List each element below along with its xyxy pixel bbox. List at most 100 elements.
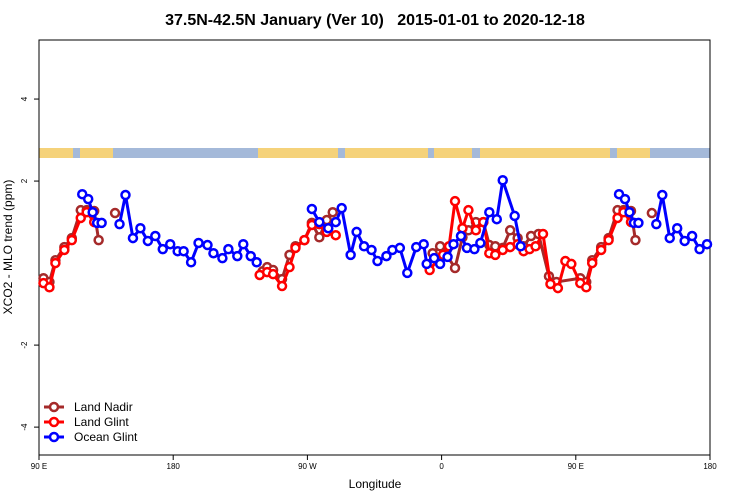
data-point: [418, 238, 429, 250]
data-point: [217, 252, 228, 264]
data-point: [504, 225, 516, 236]
data-point: [336, 202, 347, 214]
data-point: [135, 222, 146, 234]
data-point: [545, 278, 556, 290]
land-strip: [480, 148, 610, 158]
data-point: [193, 237, 204, 249]
data-point: [612, 212, 623, 224]
data-point: [530, 241, 541, 252]
data-point: [142, 235, 154, 247]
x-axis-label: Longitude: [349, 477, 402, 491]
data-point: [50, 257, 61, 269]
data-point: [82, 193, 94, 205]
legend-marker: [48, 401, 60, 413]
data-point: [463, 204, 474, 216]
legend-label: Land Nadir: [74, 400, 133, 414]
land-strip: [345, 148, 428, 158]
data-point: [238, 238, 249, 250]
data-point: [223, 243, 234, 255]
data-point: [276, 280, 288, 292]
land-strip: [39, 148, 73, 158]
data-point: [671, 222, 683, 234]
data-point: [449, 195, 461, 207]
data-point: [330, 229, 341, 241]
data-point: [44, 282, 55, 293]
data-point: [290, 242, 301, 254]
data-point: [442, 251, 453, 263]
data-point: [381, 250, 392, 262]
data-point: [701, 238, 713, 250]
data-point: [537, 228, 549, 240]
x-tick-label: 90 E: [568, 462, 584, 471]
data-point: [515, 241, 526, 252]
data-point: [646, 207, 658, 219]
legend-label: Land Glint: [74, 415, 129, 429]
data-point: [208, 247, 219, 259]
data-point: [232, 250, 243, 262]
data-point: [314, 231, 325, 243]
data-point: [694, 243, 705, 255]
data-point: [323, 222, 334, 234]
land-strip: [80, 148, 113, 158]
data-point: [491, 213, 503, 225]
data-point: [428, 252, 440, 264]
data-point: [651, 218, 662, 230]
data-point: [619, 193, 631, 205]
data-point: [630, 234, 641, 246]
data-point: [87, 206, 98, 218]
data-point: [185, 257, 197, 268]
data-point: [497, 174, 508, 186]
data-point: [150, 230, 161, 242]
data-point: [306, 203, 318, 215]
legend-label: Ocean Glint: [74, 430, 138, 444]
legend-marker: [48, 431, 60, 443]
x-tick-label: 180: [167, 462, 181, 471]
series-line: [310, 178, 523, 275]
data-point: [484, 206, 495, 218]
data-point: [66, 234, 78, 246]
data-point: [284, 261, 295, 273]
data-point: [624, 206, 635, 218]
data-point: [434, 241, 446, 252]
data-point: [402, 267, 413, 279]
chart-title: 37.5N-42.5N January (Ver 10) 2015-01-01 …: [165, 12, 585, 29]
series: [76, 174, 713, 279]
data-point: [475, 237, 486, 249]
data-point: [580, 282, 592, 293]
data-point: [93, 234, 104, 246]
data-point: [114, 218, 125, 230]
data-point: [314, 216, 325, 228]
data-point: [120, 189, 131, 201]
land-mask: [39, 148, 710, 158]
data-point: [679, 235, 690, 247]
data-point: [657, 189, 668, 201]
data-point: [469, 243, 480, 255]
data-point: [490, 249, 501, 261]
data-point: [351, 226, 362, 238]
land-strip: [258, 148, 338, 158]
data-point: [345, 249, 356, 261]
data-point: [164, 238, 176, 250]
data-point: [245, 250, 256, 262]
data-point: [434, 258, 446, 270]
data-point: [75, 212, 87, 224]
legend-marker: [48, 416, 60, 428]
data-point: [455, 230, 467, 242]
data-point: [157, 243, 169, 255]
data-point: [448, 238, 459, 250]
data-point: [470, 225, 482, 236]
x-tick-label: 0: [439, 462, 444, 471]
data-point: [59, 244, 70, 256]
y-tick-label: 4: [20, 96, 29, 101]
data-point: [127, 232, 139, 244]
land-strip: [434, 148, 472, 158]
data-point: [633, 217, 644, 229]
data-point: [566, 258, 577, 270]
data-point: [449, 262, 461, 274]
data-point: [251, 257, 262, 268]
data-point: [552, 282, 564, 294]
data-point: [327, 206, 338, 218]
data-point: [109, 207, 121, 219]
data-point: [96, 217, 107, 229]
